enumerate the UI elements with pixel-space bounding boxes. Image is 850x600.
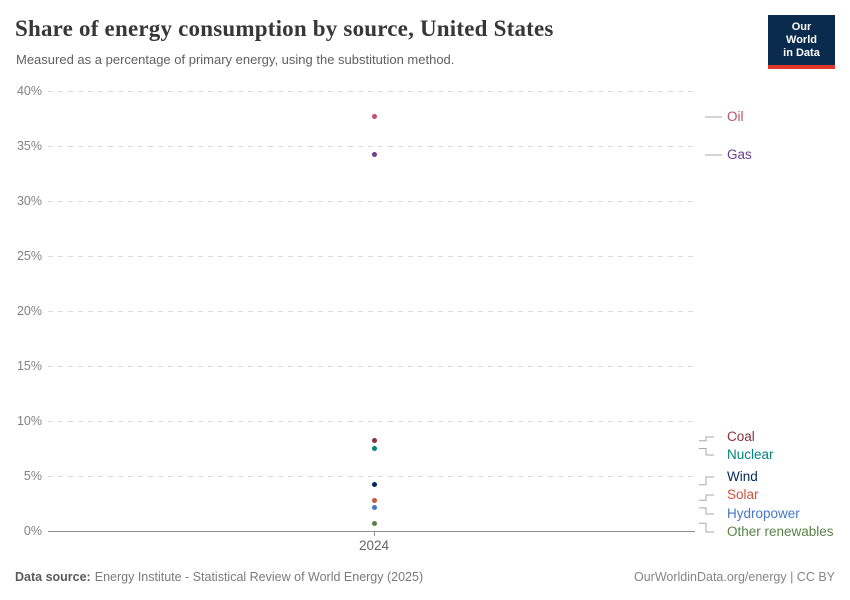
credit-link[interactable]: OurWorldinData.org/energy | CC BY [633, 570, 835, 584]
leader-line-hydropower [699, 507, 714, 515]
owid-logo-line1: Our World [786, 21, 817, 46]
y-gridline [48, 366, 695, 367]
y-tick-label: 10% [16, 414, 42, 428]
y-gridline [48, 476, 695, 477]
chart-footer: Data source: Energy Institute - Statistic… [15, 570, 835, 584]
y-gridline [48, 256, 695, 257]
legend-label-wind[interactable]: Wind [727, 469, 758, 484]
legend-label-other-renewables[interactable]: Other renewables [727, 524, 834, 539]
y-tick-label: 30% [16, 194, 42, 208]
data-source-note: Data source: Energy Institute - Statistic… [15, 570, 423, 584]
leader-line-wind [699, 476, 714, 486]
chart-subtitle: Measured as a percentage of primary ener… [16, 52, 455, 67]
legend-label-coal[interactable]: Coal [727, 429, 755, 444]
y-tick-label: 35% [16, 139, 42, 153]
owid-logo[interactable]: Our World in Data [768, 15, 835, 69]
y-gridline [48, 201, 695, 202]
data-source-label: Data source: [15, 570, 91, 584]
y-tick-label: 15% [16, 359, 42, 373]
legend-label-solar[interactable]: Solar [727, 487, 759, 502]
data-point-hydropower[interactable] [371, 505, 377, 511]
y-gridline [48, 421, 695, 422]
y-tick-label: 0% [23, 524, 42, 538]
x-axis-tick-label: 2024 [358, 538, 390, 553]
legend-label-hydropower[interactable]: Hydropower [727, 506, 800, 521]
leader-line-other-renewables [699, 522, 714, 533]
x-axis-line [48, 531, 695, 532]
y-gridline [48, 146, 695, 147]
leader-line-nuclear [699, 448, 714, 456]
legend-label-oil[interactable]: Oil [727, 109, 744, 124]
data-source-text: Energy Institute - Statistical Review of… [94, 570, 424, 584]
y-gridline [48, 311, 695, 312]
data-point-coal[interactable] [371, 438, 377, 444]
data-point-wind[interactable] [371, 482, 377, 488]
legend-label-nuclear[interactable]: Nuclear [727, 447, 774, 462]
legend-label-gas[interactable]: Gas [727, 147, 752, 162]
owid-logo-line2: in Data [783, 47, 820, 59]
data-point-other-renewables[interactable] [371, 520, 377, 526]
y-tick-label: 25% [16, 249, 42, 263]
y-tick-label: 20% [16, 304, 42, 318]
page-title: Share of energy consumption by source, U… [15, 16, 554, 41]
data-point-oil[interactable] [371, 113, 377, 119]
x-tick-mark [374, 532, 375, 536]
y-gridline [48, 91, 695, 92]
y-tick-label: 40% [16, 84, 42, 98]
leader-line-coal [699, 436, 714, 442]
data-point-nuclear[interactable] [371, 446, 377, 451]
leader-line-solar [699, 494, 714, 501]
data-point-solar[interactable] [371, 497, 377, 503]
y-tick-label: 5% [23, 469, 42, 483]
data-point-gas[interactable] [371, 152, 377, 158]
